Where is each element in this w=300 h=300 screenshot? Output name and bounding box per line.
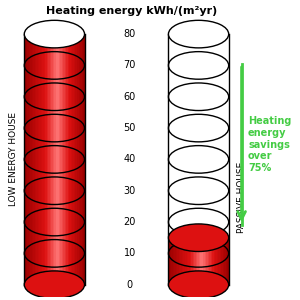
Text: 0: 0 [127,280,133,290]
Polygon shape [76,34,77,285]
Polygon shape [218,238,220,285]
Ellipse shape [168,20,229,48]
Text: 50: 50 [124,123,136,133]
Polygon shape [83,34,85,285]
Polygon shape [168,238,170,285]
Polygon shape [197,238,199,285]
Polygon shape [196,238,197,285]
Text: 60: 60 [124,92,136,102]
Polygon shape [176,238,178,285]
Polygon shape [71,34,73,285]
Polygon shape [57,34,59,285]
Polygon shape [60,34,62,285]
Polygon shape [56,34,57,285]
Ellipse shape [24,20,85,48]
Polygon shape [41,34,42,285]
Polygon shape [223,238,224,285]
Polygon shape [202,238,203,285]
Polygon shape [173,238,175,285]
Polygon shape [211,238,212,285]
Polygon shape [193,238,194,285]
Polygon shape [59,34,60,285]
Polygon shape [185,238,187,285]
Text: Heating
energy
savings
over
75%: Heating energy savings over 75% [248,116,291,173]
Polygon shape [73,34,74,285]
Polygon shape [224,238,226,285]
Polygon shape [182,238,184,285]
Polygon shape [53,34,54,285]
Polygon shape [39,34,41,285]
Polygon shape [24,34,26,285]
Polygon shape [38,34,39,285]
Ellipse shape [168,271,229,298]
Polygon shape [63,34,65,285]
Polygon shape [212,238,214,285]
Polygon shape [184,238,185,285]
Text: PASSIVE HOUSE: PASSIVE HOUSE [237,161,246,232]
Text: 40: 40 [124,154,136,164]
Polygon shape [178,238,179,285]
Ellipse shape [168,224,229,251]
Polygon shape [80,34,82,285]
Polygon shape [190,238,191,285]
Polygon shape [79,34,80,285]
Polygon shape [35,34,36,285]
Polygon shape [70,34,71,285]
Polygon shape [54,34,56,285]
Polygon shape [65,34,67,285]
Polygon shape [77,34,79,285]
Text: 80: 80 [124,29,136,39]
Polygon shape [44,34,45,285]
Polygon shape [175,238,176,285]
Polygon shape [82,34,83,285]
Polygon shape [206,238,208,285]
Polygon shape [33,34,35,285]
Text: 30: 30 [124,186,136,196]
Ellipse shape [24,271,85,298]
Polygon shape [170,238,171,285]
Polygon shape [32,34,33,285]
Polygon shape [29,34,30,285]
Polygon shape [220,238,221,285]
Polygon shape [214,238,215,285]
Polygon shape [67,34,68,285]
Polygon shape [62,34,63,285]
Polygon shape [187,238,188,285]
Polygon shape [26,34,27,285]
Polygon shape [30,34,32,285]
Text: 10: 10 [124,248,136,258]
Text: LOW ENERGY HOUSE: LOW ENERGY HOUSE [9,112,18,206]
Polygon shape [168,34,229,238]
Polygon shape [226,238,227,285]
Polygon shape [188,238,190,285]
Polygon shape [191,238,193,285]
Polygon shape [171,238,173,285]
Polygon shape [208,238,209,285]
Polygon shape [209,238,211,285]
Polygon shape [45,34,47,285]
Polygon shape [50,34,51,285]
Polygon shape [74,34,76,285]
Polygon shape [36,34,38,285]
Polygon shape [217,238,218,285]
Polygon shape [179,238,181,285]
Polygon shape [47,34,48,285]
Polygon shape [227,238,229,285]
Text: 20: 20 [124,217,136,227]
Polygon shape [203,238,205,285]
Polygon shape [200,238,202,285]
Polygon shape [51,34,53,285]
Polygon shape [221,238,223,285]
Polygon shape [48,34,50,285]
Polygon shape [181,238,182,285]
Polygon shape [68,34,70,285]
Text: 70: 70 [124,60,136,70]
Text: Heating energy kWh/(m²yr): Heating energy kWh/(m²yr) [46,6,218,16]
Polygon shape [194,238,196,285]
Polygon shape [215,238,217,285]
Polygon shape [205,238,206,285]
Polygon shape [42,34,44,285]
Polygon shape [199,238,200,285]
Polygon shape [27,34,29,285]
